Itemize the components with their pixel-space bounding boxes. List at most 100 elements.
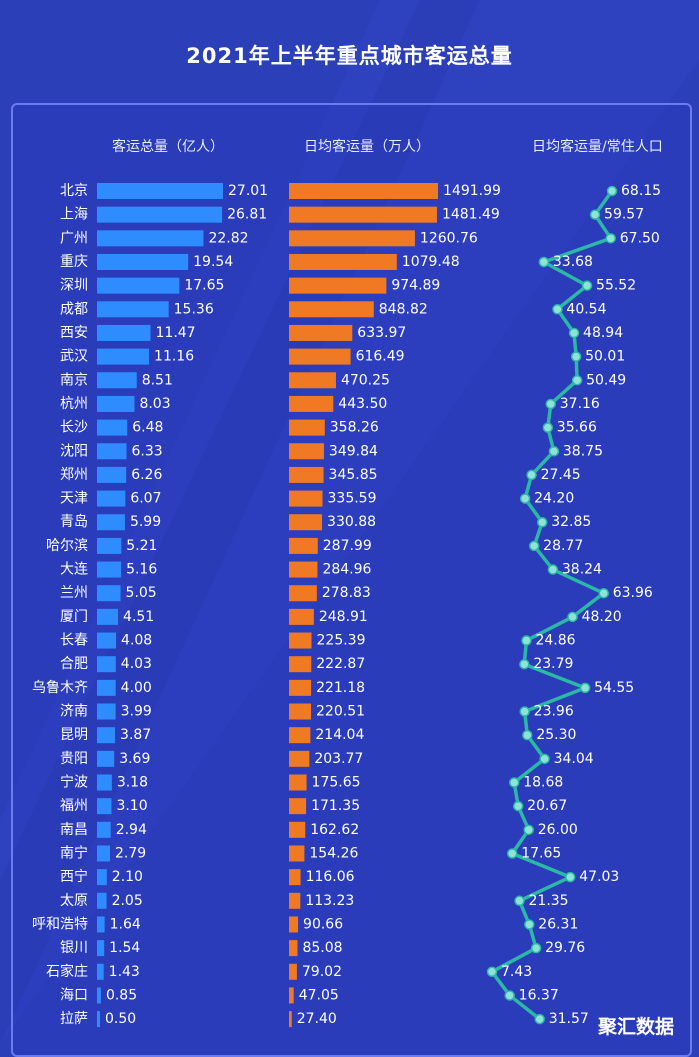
value-label-total: 6.48	[132, 420, 163, 436]
value-label-ratio: 67.50	[620, 230, 660, 246]
bar-daily	[289, 183, 438, 199]
bar-daily	[289, 869, 301, 886]
city-label: 西安	[60, 325, 88, 341]
bar-total	[97, 277, 180, 294]
value-label-total: 2.94	[116, 822, 147, 838]
bar-daily	[289, 324, 353, 341]
value-label-ratio: 68.15	[621, 183, 661, 199]
bar-daily	[289, 963, 297, 980]
chart-title: 2021年上半年重点城市客运总量	[186, 44, 513, 68]
value-label-daily: 85.08	[302, 940, 342, 956]
value-label-ratio: 26.00	[538, 822, 578, 838]
ratio-point	[579, 682, 591, 694]
bar-total	[97, 869, 107, 886]
bar-total	[97, 656, 116, 673]
city-label: 杭州	[60, 396, 88, 412]
value-label-ratio: 28.77	[543, 538, 583, 554]
value-label-ratio: 24.20	[534, 491, 574, 507]
bar-daily	[289, 514, 323, 531]
ratio-point	[570, 351, 582, 362]
value-label-ratio: 24.86	[535, 633, 575, 649]
ratio-point	[567, 611, 578, 623]
bar-total	[97, 1011, 100, 1028]
bar-total	[97, 750, 115, 767]
bar-daily	[289, 490, 323, 507]
value-label-ratio: 17.65	[521, 845, 561, 861]
bar-total	[97, 798, 112, 815]
bar-total	[97, 395, 135, 412]
value-label-ratio: 29.76	[545, 940, 585, 956]
bar-daily	[289, 537, 318, 554]
value-label-total: 3.99	[121, 704, 152, 720]
value-label-daily: 1079.48	[402, 254, 460, 270]
bar-daily	[289, 916, 299, 933]
header-total: 客运总量（亿人）	[112, 139, 224, 155]
value-label-total: 15.36	[174, 301, 214, 317]
ratio-point	[528, 540, 540, 552]
ratio-point	[538, 256, 550, 268]
bar-daily	[289, 348, 351, 365]
ratio-point	[526, 469, 537, 481]
value-label-daily: 616.49	[356, 349, 405, 365]
value-label-ratio: 35.66	[557, 420, 597, 436]
brand-watermark: 聚汇数据	[598, 1016, 675, 1038]
value-label-total: 8.03	[139, 396, 170, 412]
bar-daily	[289, 1011, 292, 1028]
bar-total	[97, 301, 169, 318]
bar-total	[97, 679, 116, 696]
bar-total	[97, 727, 116, 744]
city-label: 西宁	[60, 868, 88, 885]
value-label-daily: 278.83	[322, 585, 371, 601]
value-label-daily: 222.87	[316, 656, 365, 672]
bar-daily	[289, 798, 307, 815]
ratio-point	[589, 209, 601, 220]
value-label-total: 3.69	[119, 751, 150, 767]
bar-daily	[289, 206, 437, 223]
city-label: 宁波	[60, 774, 88, 791]
value-label-ratio: 38.75	[563, 443, 603, 459]
value-label-ratio: 48.20	[582, 609, 622, 625]
value-label-total: 1.54	[109, 940, 140, 956]
value-label-ratio: 32.85	[551, 514, 591, 530]
bar-daily	[289, 703, 312, 720]
bar-total	[97, 514, 125, 531]
value-label-ratio: 33.68	[553, 254, 593, 270]
ratio-point	[568, 327, 580, 339]
value-label-daily: 225.39	[317, 633, 366, 649]
ratio-point	[565, 871, 576, 883]
ratio-point	[519, 658, 530, 670]
bar-daily	[289, 727, 311, 744]
bar-total	[97, 632, 117, 649]
bar-total	[97, 821, 111, 838]
value-label-total: 0.50	[105, 1011, 136, 1027]
value-label-daily: 27.40	[297, 1011, 337, 1027]
value-label-daily: 1481.49	[442, 207, 500, 223]
value-label-total: 26.81	[227, 207, 267, 223]
bar-total	[97, 443, 127, 460]
bar-total	[97, 253, 189, 270]
value-label-ratio: 31.57	[549, 1011, 589, 1027]
bar-daily	[289, 301, 374, 318]
bar-total	[97, 987, 101, 1004]
value-label-total: 17.65	[184, 278, 224, 294]
value-label-ratio: 18.68	[523, 775, 563, 791]
ratio-point	[486, 966, 498, 978]
bar-daily	[289, 679, 312, 696]
city-label: 南宁	[60, 844, 88, 861]
value-label-ratio: 55.52	[596, 278, 636, 294]
bar-total	[97, 963, 104, 980]
city-label: 南京	[60, 372, 88, 388]
value-label-ratio: 38.24	[562, 562, 602, 578]
value-label-daily: 221.18	[316, 680, 365, 696]
value-label-ratio: 16.37	[519, 987, 559, 1003]
city-label: 深圳	[60, 278, 88, 294]
ratio-point	[523, 824, 534, 836]
value-label-ratio: 27.45	[541, 467, 581, 483]
city-label: 上海	[60, 207, 88, 223]
ratio-point	[536, 516, 548, 528]
bar-total	[97, 845, 111, 862]
value-label-daily: 345.85	[329, 467, 378, 483]
ratio-point	[504, 990, 515, 1001]
value-label-total: 3.18	[117, 775, 148, 791]
